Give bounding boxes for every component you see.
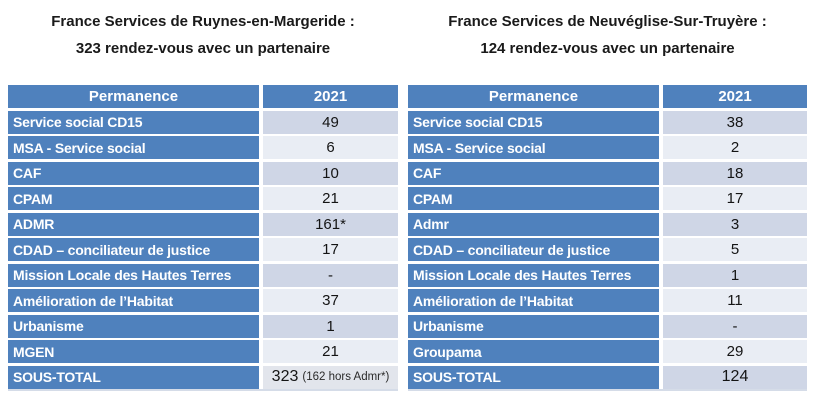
row-label: Urbanisme [408, 314, 659, 338]
row-value: - [263, 263, 398, 287]
row-label: CDAD – conciliateur de justice [408, 238, 659, 261]
row-label: Mission Locale des Hautes Terres [408, 263, 659, 287]
row-label: MSA - Service social [8, 136, 259, 159]
row-value: 49 [263, 110, 398, 134]
row-label: Service social CD15 [8, 110, 259, 134]
row-value: 1 [663, 263, 807, 287]
row-label: Amélioration de l’Habitat [408, 289, 659, 312]
row-label: Service social CD15 [408, 110, 659, 134]
row-value: - [663, 314, 807, 338]
row-label: ADMR [8, 212, 259, 236]
total-row-label: SOUS-TOTAL [8, 365, 259, 389]
permanence-table-neuveglise: Permanence 2021 Service social CD15 38 M… [408, 85, 807, 391]
row-label: MSA - Service social [408, 136, 659, 159]
row-value: 17 [263, 238, 398, 261]
row-value: 161* [263, 212, 398, 236]
row-label: CPAM [8, 187, 259, 210]
total-value-number: 323 [271, 368, 299, 385]
row-value: 5 [663, 238, 807, 261]
title-line-2: 323 rendez-vous avec un partenaire [75, 40, 331, 57]
title-line-1: France Services de Neuvéglise-Sur-Truyèr… [448, 13, 767, 30]
row-value: 21 [263, 187, 398, 210]
panel-title-neuveglise: France Services de Neuvéglise-Sur-Truyèr… [408, 0, 807, 62]
total-value-note: (162 hors Admr*) [302, 371, 390, 383]
total-row-value: 323 (162 hors Admr*) [263, 365, 398, 389]
panel-ruynes: France Services de Ruynes-en-Margeride :… [8, 0, 398, 391]
title-line-2: 124 rendez-vous avec un partenaire [480, 40, 735, 57]
row-value: 3 [663, 212, 807, 236]
row-value: 10 [263, 161, 398, 185]
row-value: 2 [663, 136, 807, 159]
panel-neuveglise: France Services de Neuvéglise-Sur-Truyèr… [408, 0, 807, 391]
row-label: Admr [408, 212, 659, 236]
total-value-number: 124 [721, 368, 749, 385]
row-value: 18 [663, 161, 807, 185]
row-value: 17 [663, 187, 807, 210]
row-label: CAF [408, 161, 659, 185]
total-row-label: SOUS-TOTAL [408, 365, 659, 389]
column-header-year: 2021 [663, 85, 807, 108]
row-label: Groupama [408, 340, 659, 363]
row-value: 21 [263, 340, 398, 363]
row-value: 6 [263, 136, 398, 159]
row-label: CAF [8, 161, 259, 185]
column-header-permanence: Permanence [408, 85, 659, 108]
row-label: MGEN [8, 340, 259, 363]
row-label: Urbanisme [8, 314, 259, 338]
row-label: CPAM [408, 187, 659, 210]
row-value: 11 [663, 289, 807, 312]
row-value: 29 [663, 340, 807, 363]
row-value: 37 [263, 289, 398, 312]
panel-title-ruynes: France Services de Ruynes-en-Margeride :… [8, 0, 398, 62]
row-label: Amélioration de l’Habitat [8, 289, 259, 312]
total-row-value: 124 [663, 365, 807, 389]
row-label: CDAD – conciliateur de justice [8, 238, 259, 261]
title-line-1: France Services de Ruynes-en-Margeride : [51, 13, 355, 30]
row-label: Mission Locale des Hautes Terres [8, 263, 259, 287]
row-value: 1 [263, 314, 398, 338]
row-value: 38 [663, 110, 807, 134]
permanence-table-ruynes: Permanence 2021 Service social CD15 49 M… [8, 85, 398, 391]
column-header-year: 2021 [263, 85, 398, 108]
column-header-permanence: Permanence [8, 85, 259, 108]
